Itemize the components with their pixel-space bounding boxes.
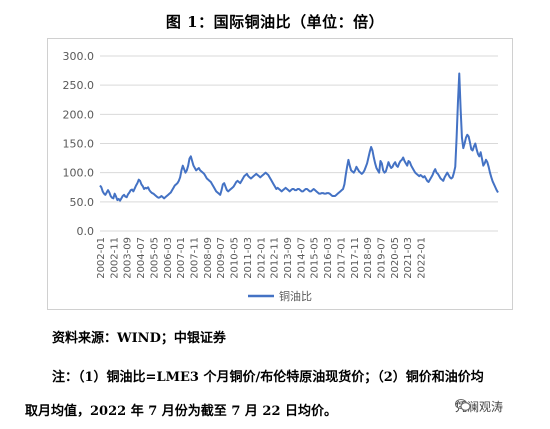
x-tick-label: 2015-05 (310, 237, 321, 279)
x-tick-label: 2012-11 (270, 237, 281, 279)
figure-title: 图 1：国际铜油比（单位：倍） (165, 13, 385, 31)
x-tick-label: 2013-09 (283, 237, 294, 279)
x-tick-label: 2005-05 (149, 237, 160, 279)
x-tick-label: 2010-05 (230, 237, 241, 279)
x-tick-label: 2017-01 (336, 237, 347, 279)
y-tick-label: 150.0 (63, 138, 95, 151)
x-tick-label: 2003-09 (123, 237, 134, 279)
chart-container: 0.0 50.0 100.0 150.0 200.0 250.0 300.0 2002-01 2… (47, 38, 513, 310)
y-tick-label: 0.0 (77, 225, 95, 238)
wechat-icon (455, 398, 471, 411)
y-tick-label: 250.0 (63, 79, 95, 92)
x-tick-label: 2009-07 (216, 237, 227, 279)
x-tick-label: 2011-03 (243, 237, 254, 279)
x-tick-label: 2022-01 (417, 237, 428, 279)
legend-label: 铜油比 (279, 289, 312, 303)
x-tick-label: 2012-01 (256, 237, 267, 279)
note-line-1: 注：（1）铜油比=LME3 个月铜价/布伦特原油现货价；（2）铜价和油价均 (52, 370, 484, 385)
y-tick-label: 200.0 (63, 108, 95, 121)
x-tick-label: 2008-09 (203, 237, 214, 279)
x-tick-label: 2007-11 (189, 237, 200, 279)
watermark: 凭澜观涛 (455, 398, 503, 415)
series-line-copper-oil-ratio (99, 72, 499, 202)
x-tick-label: 2020-05 (390, 237, 401, 279)
x-tick-label: 2007-01 (176, 237, 187, 279)
x-tick-label: 2002-11 (109, 237, 120, 279)
x-tick-label: 2016-03 (323, 237, 334, 279)
source-text: 资料来源：WIND；中银证券 (52, 331, 226, 346)
x-tick-label: 2002-01 (96, 237, 107, 279)
y-tick-label: 300.0 (63, 50, 95, 63)
x-tick-label: 2004-07 (136, 237, 147, 279)
y-tick-label: 100.0 (63, 167, 95, 180)
x-tick-label: 2017-11 (350, 237, 361, 279)
y-tick-label: 50.0 (70, 196, 95, 209)
x-tick-label: 2014-07 (296, 237, 307, 279)
x-tick-label: 2018-09 (363, 237, 374, 279)
x-tick-label: 2019-07 (376, 237, 387, 279)
x-tick-label: 2006-03 (163, 237, 174, 279)
x-tick-label: 2021-03 (403, 237, 414, 279)
note-line-2: 取月均值，2022 年 7 月份为截至 7 月 22 日均价。 (25, 404, 338, 419)
